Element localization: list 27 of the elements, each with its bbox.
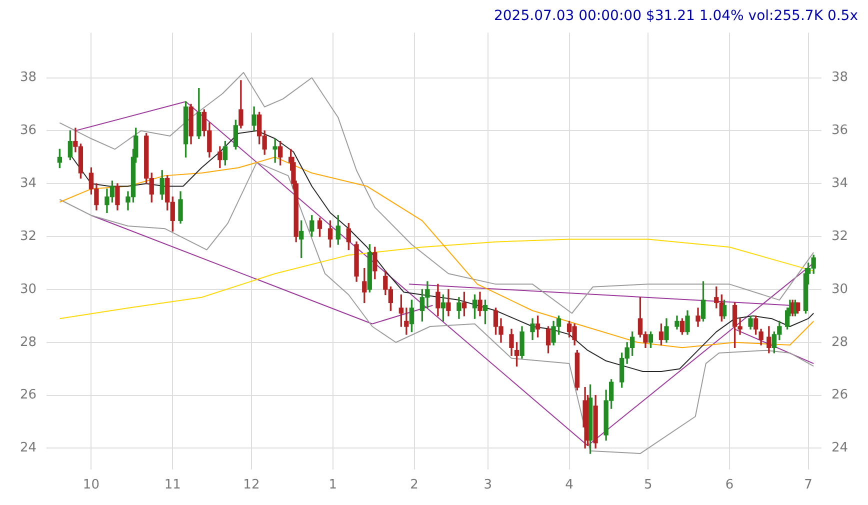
x-tick-label: 11 <box>164 478 181 493</box>
y-tick-label: 26 <box>20 388 37 403</box>
y2-tick-label: 36 <box>831 123 848 138</box>
y-tick-label: 36 <box>20 123 37 138</box>
x-tick-label: 4 <box>565 478 574 493</box>
y2-tick-label: 38 <box>831 70 848 86</box>
y2-tick-label: 26 <box>831 388 848 403</box>
x-tick-label: 7 <box>804 478 812 493</box>
x-tick-label: 10 <box>82 478 100 493</box>
x-tick-label: 2 <box>410 478 418 493</box>
y2-tick-label: 24 <box>831 440 848 456</box>
chart-title: 2025.07.03 00:00:00 $31.21 1.04% vol:255.7K 0.5x <box>494 8 858 24</box>
y2-tick-label: 32 <box>831 228 848 244</box>
x-tick-label: 3 <box>484 478 492 493</box>
y2-tick-label: 28 <box>831 334 848 350</box>
y-tick-label: 38 <box>20 70 37 86</box>
x-tick-label: 1 <box>328 478 338 493</box>
y-tick-label: 28 <box>20 334 37 350</box>
y-tick-label: 32 <box>20 228 37 244</box>
y-tick-label: 34 <box>20 176 37 191</box>
x-tick-label: 6 <box>725 478 734 493</box>
x-tick-label: 12 <box>243 478 260 493</box>
y-tick-label: 30 <box>20 282 37 297</box>
y2-tick-label: 30 <box>831 282 848 297</box>
y-tick-label: 24 <box>20 440 37 456</box>
x-tick-label: 5 <box>644 478 652 493</box>
y2-tick-label: 34 <box>831 176 848 191</box>
